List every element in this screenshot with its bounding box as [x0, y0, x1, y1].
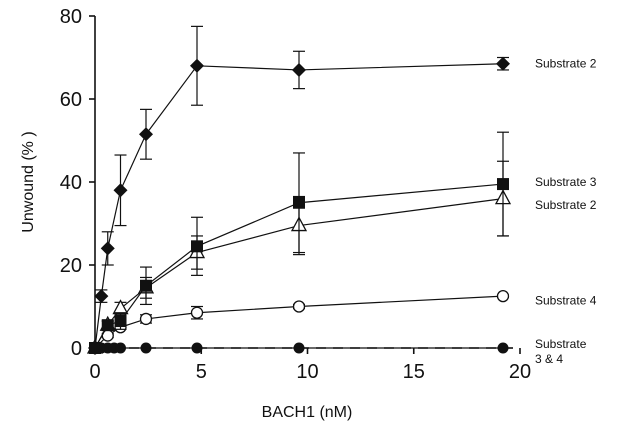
data-point-open-circle — [190, 306, 204, 319]
x-tick-label: 20 — [509, 361, 531, 383]
y-axis-title: Unwound (% ) — [20, 131, 37, 232]
data-point-filled-square — [293, 196, 305, 209]
data-point-open-circle — [496, 289, 510, 303]
data-point-filled-square — [191, 240, 203, 253]
series-layer — [86, 25, 512, 355]
data-point-filled-diamond — [496, 56, 510, 71]
data-point-filled-diamond — [100, 241, 115, 256]
data-point-filled-circle — [293, 342, 305, 354]
data-point-filled-diamond — [190, 58, 204, 73]
x-axis-title: BACH1 (nM) — [262, 404, 353, 421]
x-axis-ticks: 0 5 10 15 20 — [89, 348, 531, 383]
data-point-filled-circle — [115, 342, 126, 354]
y-tick-label: 60 — [60, 89, 82, 111]
y-tick-label: 0 — [71, 338, 82, 360]
y-axis-ticks: 0 20 40 60 80 — [60, 6, 95, 360]
y-tick-label: 40 — [60, 172, 82, 194]
x-tick-label: 0 — [89, 361, 100, 383]
data-point-filled-diamond — [292, 62, 306, 77]
data-point-open-circle — [292, 300, 306, 313]
data-point-filled-diamond — [139, 127, 153, 142]
series-label: Substrate 4 — [535, 293, 597, 307]
series-label: Substrate 2 — [535, 198, 597, 212]
data-point-filled-circle — [140, 342, 152, 354]
series-line — [94, 63, 504, 349]
series-filled-square — [89, 131, 509, 354]
x-tick-label: 5 — [196, 361, 207, 383]
x-tick-label: 15 — [403, 361, 425, 383]
data-point-filled-square — [101, 319, 114, 332]
data-point-filled-diamond — [94, 289, 109, 304]
data-point-filled-circle — [497, 342, 509, 354]
x-tick-label: 10 — [296, 361, 318, 383]
series-label: Substrate 2 — [535, 57, 597, 71]
series-label: Substrate 3 — [535, 175, 597, 189]
series-label: Substrate — [535, 337, 587, 351]
y-tick-label: 80 — [60, 6, 82, 28]
series-label: 3 & 4 — [535, 352, 563, 366]
data-point-filled-square — [140, 279, 152, 292]
data-point-filled-square — [497, 178, 509, 191]
series-filled-circle — [89, 342, 509, 354]
series-filled-diamond — [88, 25, 510, 355]
series-label-layer: Substrate 2 Substrate 3 Substrate 2 Substra… — [535, 57, 597, 366]
data-point-filled-diamond — [113, 183, 128, 198]
data-point-filled-diamond — [88, 341, 102, 355]
data-point-filled-square — [114, 315, 127, 328]
y-tick-label: 20 — [60, 255, 82, 277]
data-point-filled-circle — [191, 342, 203, 354]
data-point-open-circle — [139, 312, 153, 326]
